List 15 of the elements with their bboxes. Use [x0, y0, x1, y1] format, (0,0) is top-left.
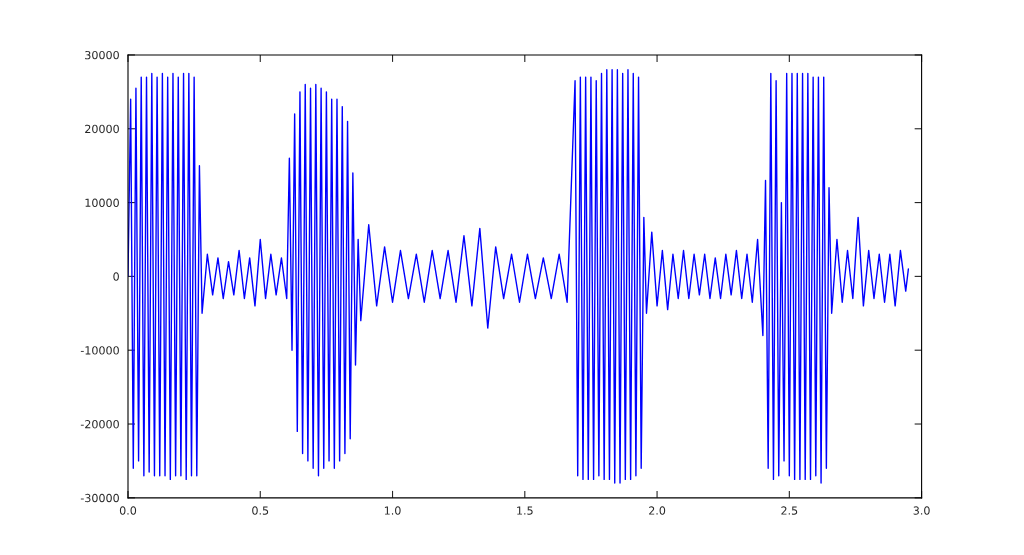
x-tick-label: 2.0	[649, 506, 666, 515]
y-tick-label: -20000	[80, 419, 119, 429]
y-tick-label: -10000	[80, 346, 119, 355]
y-tick-label: 30000	[85, 50, 119, 60]
x-tick-label: 1.0	[384, 506, 401, 515]
y-tick-label: 20000	[85, 124, 119, 134]
y-tick-label: 0	[113, 272, 119, 281]
y-tick-label: 10000	[85, 198, 119, 207]
x-tick-label: 0.5	[252, 506, 269, 515]
line-series	[128, 69, 910, 484]
y-tick-label: -30000	[80, 493, 119, 503]
x-tick-label: 3.0	[913, 506, 930, 515]
x-tick-label: 2.5	[781, 506, 798, 515]
x-tick-label: 0.0	[119, 506, 137, 515]
x-tick-label: 1.5	[517, 506, 533, 515]
